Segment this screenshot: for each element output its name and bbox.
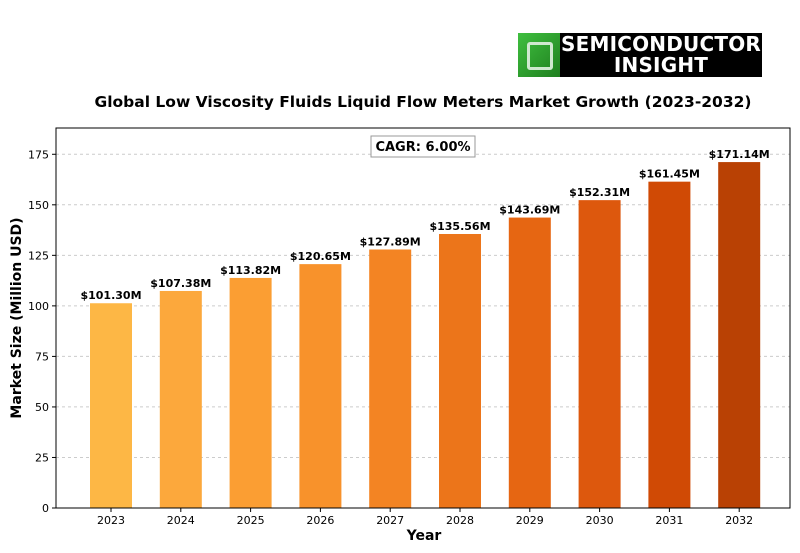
bar-2032	[718, 162, 761, 508]
bar-2023	[90, 303, 132, 508]
bar-2027	[369, 249, 412, 508]
cagr-box	[370, 135, 476, 158]
x-tick-label: 2028	[446, 514, 474, 527]
brand-logo: SEMICONDUCTOR INSIGHT	[518, 33, 762, 77]
bar-2030	[578, 200, 621, 509]
chart-title: Global Low Viscosity Fluids Liquid Flow …	[94, 93, 752, 111]
data-label: $152.31M	[569, 186, 630, 199]
bar-2029	[508, 217, 551, 509]
data-label: $107.38M	[150, 277, 211, 290]
y-tick-label: 100	[28, 300, 49, 313]
x-tick-label: 2031	[655, 514, 683, 527]
x-tick-label: 2023	[97, 514, 125, 527]
y-tick-label: 0	[42, 502, 49, 515]
data-label: $120.65M	[290, 250, 351, 263]
data-label: $127.89M	[360, 235, 421, 248]
x-tick-label: 2025	[237, 514, 265, 527]
x-axis: 2023 2024 2025 2026 2027 2028 2029 2030 2031 2032	[97, 508, 753, 527]
y-tick-label: 75	[35, 350, 49, 363]
bar-2026	[299, 264, 342, 508]
cagr-label: CAGR: 6.00%	[375, 140, 470, 155]
x-tick-label: 2030	[586, 514, 614, 527]
data-label: $161.45M	[639, 168, 700, 181]
bar-2031	[648, 181, 691, 508]
bar-2028	[439, 233, 481, 509]
bars	[90, 162, 761, 509]
y-tick-label: 50	[35, 401, 49, 414]
y-axis-label: Market Size (Million USD)	[9, 217, 25, 418]
data-label: $171.14M	[709, 148, 770, 161]
data-label: $113.82M	[220, 264, 281, 277]
x-tick-label: 2024	[167, 514, 195, 527]
logo-text: SEMICONDUCTOR INSIGHT	[560, 34, 762, 76]
logo-line-1: SEMICONDUCTOR	[561, 32, 761, 56]
y-tick-label: 125	[28, 249, 49, 262]
plot-frame	[55, 127, 791, 509]
cagr-annotation: CAGR: 6.00%	[370, 135, 476, 158]
x-tick-label: 2027	[376, 514, 404, 527]
x-axis-label: Year	[406, 528, 442, 544]
y-axis: 0 25 50 75 100 125 150 175	[28, 148, 56, 515]
x-tick-label: 2029	[516, 514, 544, 527]
y-tick-label: 175	[28, 148, 49, 161]
logo-line-2: INSIGHT	[613, 53, 709, 77]
x-tick-label: 2032	[725, 514, 753, 527]
data-labels: $101.30M $107.38M $113.82M $120.65M $127.89M…	[80, 148, 769, 302]
data-label: $101.30M	[80, 289, 141, 302]
data-label: $135.56M	[429, 220, 490, 233]
x-tick-label: 2026	[306, 514, 334, 527]
bar-2025	[229, 277, 272, 508]
chip-icon	[518, 33, 560, 77]
data-label: $143.69M	[499, 204, 560, 217]
y-tick-label: 25	[35, 451, 49, 464]
y-tick-label: 150	[28, 199, 49, 212]
bar-2024	[159, 290, 202, 508]
